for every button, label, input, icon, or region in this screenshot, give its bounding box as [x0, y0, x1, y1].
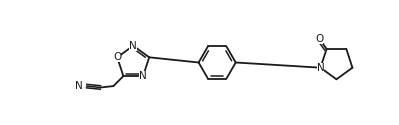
Text: O: O — [315, 34, 324, 44]
Text: N: N — [75, 81, 83, 91]
Text: N: N — [129, 41, 137, 51]
Text: N: N — [139, 71, 147, 81]
Text: N: N — [317, 63, 324, 73]
Text: O: O — [113, 52, 121, 62]
